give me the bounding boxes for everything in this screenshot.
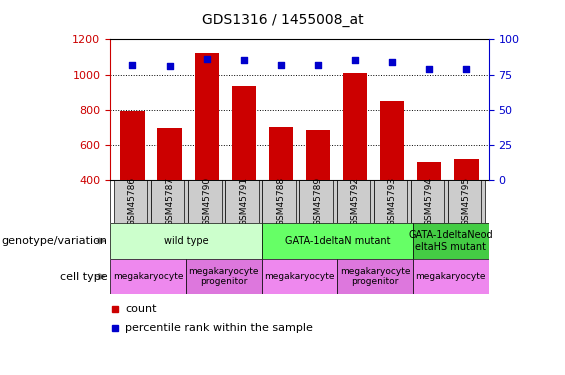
Text: GSM45786: GSM45786 <box>128 177 137 226</box>
Bar <box>194 54 219 180</box>
Point <box>128 62 137 68</box>
Point <box>165 63 174 69</box>
Point <box>314 62 323 68</box>
Text: GATA-1deltaNeod
eltaHS mutant: GATA-1deltaNeod eltaHS mutant <box>408 230 493 252</box>
Bar <box>225 180 262 223</box>
Text: megakaryocyte: megakaryocyte <box>416 272 486 281</box>
Bar <box>158 128 181 180</box>
Text: GSM45789: GSM45789 <box>314 177 323 226</box>
Text: megakaryocyte
progenitor: megakaryocyte progenitor <box>189 267 259 286</box>
Point <box>202 56 211 62</box>
Point <box>388 59 397 65</box>
Text: GSM45793: GSM45793 <box>388 177 397 226</box>
Bar <box>343 73 367 180</box>
Bar <box>232 86 256 180</box>
Text: genotype/variation: genotype/variation <box>1 236 107 246</box>
Text: GSM45787: GSM45787 <box>165 177 174 226</box>
Bar <box>454 159 479 180</box>
Text: percentile rank within the sample: percentile rank within the sample <box>125 323 314 333</box>
Bar <box>110 259 186 294</box>
Bar <box>186 259 262 294</box>
Point <box>462 66 471 72</box>
Bar <box>373 180 411 223</box>
Text: megakaryocyte: megakaryocyte <box>264 272 334 281</box>
Bar <box>413 259 489 294</box>
Bar <box>262 259 337 294</box>
Point <box>351 57 360 63</box>
Text: wild type: wild type <box>164 236 208 246</box>
Point <box>276 62 285 68</box>
Text: count: count <box>125 304 157 314</box>
Bar <box>411 180 448 223</box>
Text: GSM45794: GSM45794 <box>425 177 434 226</box>
Bar <box>262 180 299 223</box>
Bar <box>188 180 225 223</box>
Bar <box>337 180 373 223</box>
Point <box>239 57 248 63</box>
Bar <box>299 180 337 223</box>
Point <box>425 66 434 72</box>
Bar <box>413 223 489 259</box>
Text: GSM45788: GSM45788 <box>276 177 285 226</box>
Bar <box>306 130 330 180</box>
Text: megakaryocyte
progenitor: megakaryocyte progenitor <box>340 267 410 286</box>
Bar <box>380 101 405 180</box>
Bar <box>114 180 151 223</box>
Text: GDS1316 / 1455008_at: GDS1316 / 1455008_at <box>202 13 363 27</box>
Text: GSM45792: GSM45792 <box>351 177 359 226</box>
Bar <box>151 180 188 223</box>
Bar <box>448 180 485 223</box>
Text: GSM45795: GSM45795 <box>462 177 471 226</box>
Text: cell type: cell type <box>60 272 107 282</box>
Bar <box>269 127 293 180</box>
Bar <box>337 259 413 294</box>
Bar <box>120 111 145 180</box>
Bar <box>418 162 441 180</box>
Text: megakaryocyte: megakaryocyte <box>113 272 183 281</box>
Text: GSM45791: GSM45791 <box>240 177 248 226</box>
Bar <box>110 223 262 259</box>
Text: GATA-1deltaN mutant: GATA-1deltaN mutant <box>285 236 390 246</box>
Bar <box>262 223 413 259</box>
Text: GSM45790: GSM45790 <box>202 177 211 226</box>
